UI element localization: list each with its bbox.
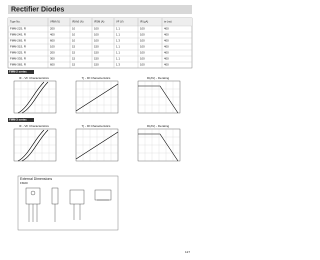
graph-title: IF(AV) - Derating — [147, 124, 170, 128]
dimensions-title: External Dimensions — [20, 177, 52, 181]
table-cell: 400 — [164, 33, 169, 37]
table-cell: 100 — [140, 39, 145, 43]
page: Rectifier Diodes External Dimensions FM2… — [7, 5, 193, 254]
column-header: Type No. — [10, 20, 21, 24]
table-cell: 1.1 — [116, 45, 120, 49]
table-cell: 100 — [94, 27, 99, 31]
table-cell: 100 — [140, 63, 145, 67]
table-cell: 200 — [50, 27, 55, 31]
table-cell: FMM-32S, R — [10, 51, 26, 55]
table-cell: 400 — [164, 57, 169, 61]
column-header: VF (V) — [116, 20, 124, 24]
table-cell: 150 — [94, 63, 99, 67]
table-cell: FMM-33S, R — [10, 57, 26, 61]
table-cell: 15 — [72, 51, 76, 55]
section-tag — [8, 118, 34, 122]
package-name: FM20 — [20, 181, 28, 185]
page-number: 127 — [185, 250, 190, 254]
table-cell: 100 — [140, 57, 145, 61]
column-header: trr (ns) — [164, 20, 172, 24]
table-cell: 400 — [164, 45, 169, 49]
graph-curve — [17, 129, 45, 162]
graph-curve — [21, 81, 49, 114]
table-cell: 15 — [72, 63, 76, 67]
table-cell: 10 — [72, 27, 76, 31]
table-cell: 400 — [164, 39, 169, 43]
table-cell: 10 — [72, 39, 76, 43]
table-cell: 200 — [50, 51, 55, 55]
table-cell: FMM-36S, R — [10, 63, 26, 67]
table-cell: 1.3 — [116, 63, 120, 67]
table-cell: 100 — [94, 33, 99, 37]
table-cell: 1.1 — [116, 33, 120, 37]
graph-curve — [75, 131, 119, 160]
graph-curve — [21, 129, 49, 162]
package-drawing — [25, 187, 112, 222]
column-header: IFSM (A) — [94, 20, 105, 24]
section-title: FMM-2 series — [9, 70, 27, 74]
graph-title: IF(AV) - Derating — [147, 76, 170, 80]
column-header: IF(AV) (A) — [72, 20, 84, 24]
table-cell: 150 — [94, 51, 99, 55]
table-cell: 400 — [164, 27, 169, 31]
table-cell: 1.1 — [116, 27, 120, 31]
table-cell: 1.3 — [116, 39, 120, 43]
table-cell: 1.1 — [116, 51, 120, 55]
title: Rectifier Diodes — [11, 7, 64, 14]
graph-curve — [138, 85, 179, 114]
graph-title: Tj - IR Characteristics — [82, 124, 111, 128]
table-cell: 400 — [164, 63, 169, 67]
graph-curve — [17, 81, 45, 114]
table-cell: FMM-26S, R — [10, 39, 26, 43]
table-cell: 100 — [140, 45, 145, 49]
graph-curve — [75, 83, 119, 112]
column-header: IR (μA) — [140, 20, 148, 24]
graph-title: IF - VF Characteristics — [19, 124, 49, 128]
graph-title: IF - VF Characteristics — [19, 76, 49, 80]
table-header-bg — [8, 18, 192, 26]
table-cell: 150 — [94, 45, 99, 49]
table-cell: 100 — [94, 39, 99, 43]
title-bar — [8, 5, 192, 14]
table-cell: 10 — [72, 33, 76, 37]
section-tag — [8, 70, 34, 74]
table-cell: 1.1 — [116, 57, 120, 61]
section-title: FMM-3 series — [9, 118, 27, 122]
table-cell: 100 — [50, 45, 55, 49]
graph-curve — [138, 133, 179, 162]
document: Rectifier Diodes External Dimensions FM2… — [7, 5, 193, 254]
table-cell: 15 — [72, 45, 76, 49]
column-header: VRM (V) — [50, 20, 60, 24]
table-cell: FMM-22S, R — [10, 27, 26, 31]
table-cell: 600 — [50, 39, 55, 43]
table-cell: 100 — [140, 27, 145, 31]
table-cell: 400 — [50, 33, 55, 37]
graph-title: Tj - IR Characteristics — [82, 76, 111, 80]
table-cell: 150 — [94, 57, 99, 61]
table-cell: 100 — [140, 51, 145, 55]
table-cell: 100 — [140, 33, 145, 37]
table-cell: FMM-24S, R — [10, 33, 26, 37]
table-cell: 600 — [50, 63, 55, 67]
table-cell: 15 — [72, 57, 76, 61]
table-cell: FMM-31S, R — [10, 45, 26, 49]
table-cell: 400 — [164, 51, 169, 55]
table-cell: 300 — [50, 57, 55, 61]
dimensions-frame — [17, 175, 119, 231]
